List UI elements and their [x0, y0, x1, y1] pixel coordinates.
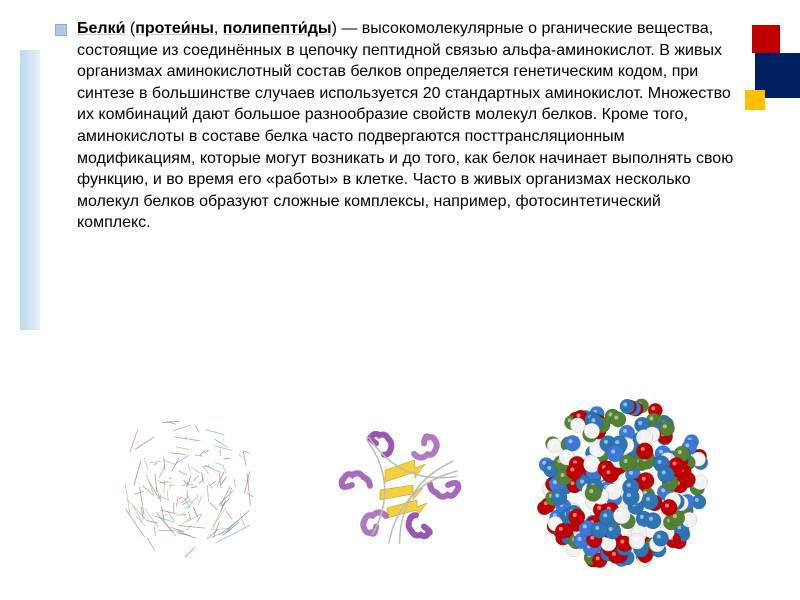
slide-body: Белки́ (протеи́ны, полипепти́ды) — высок… [55, 18, 735, 234]
body-text: ) — высокомолекулярные о рганические вещ… [77, 20, 733, 231]
left-bar-decoration [20, 50, 40, 330]
deco-square-yellow [745, 90, 765, 110]
term-belki: Белки́ [77, 20, 125, 37]
paren-open: ( [125, 20, 135, 37]
molecule-spacefill [528, 390, 718, 580]
deco-square-red [752, 25, 780, 53]
term-proteiny: протеи́ны [135, 20, 214, 37]
bullet-icon [55, 24, 67, 36]
paragraph: Белки́ (протеи́ны, полипепти́ды) — высок… [77, 18, 735, 234]
molecule-ribbon [315, 400, 485, 570]
term-polipeptidy: полипепти́ды [223, 20, 332, 37]
molecule-wireframe [102, 400, 272, 570]
comma: , [214, 20, 223, 37]
corner-decoration [740, 0, 800, 120]
molecule-row [80, 390, 740, 580]
